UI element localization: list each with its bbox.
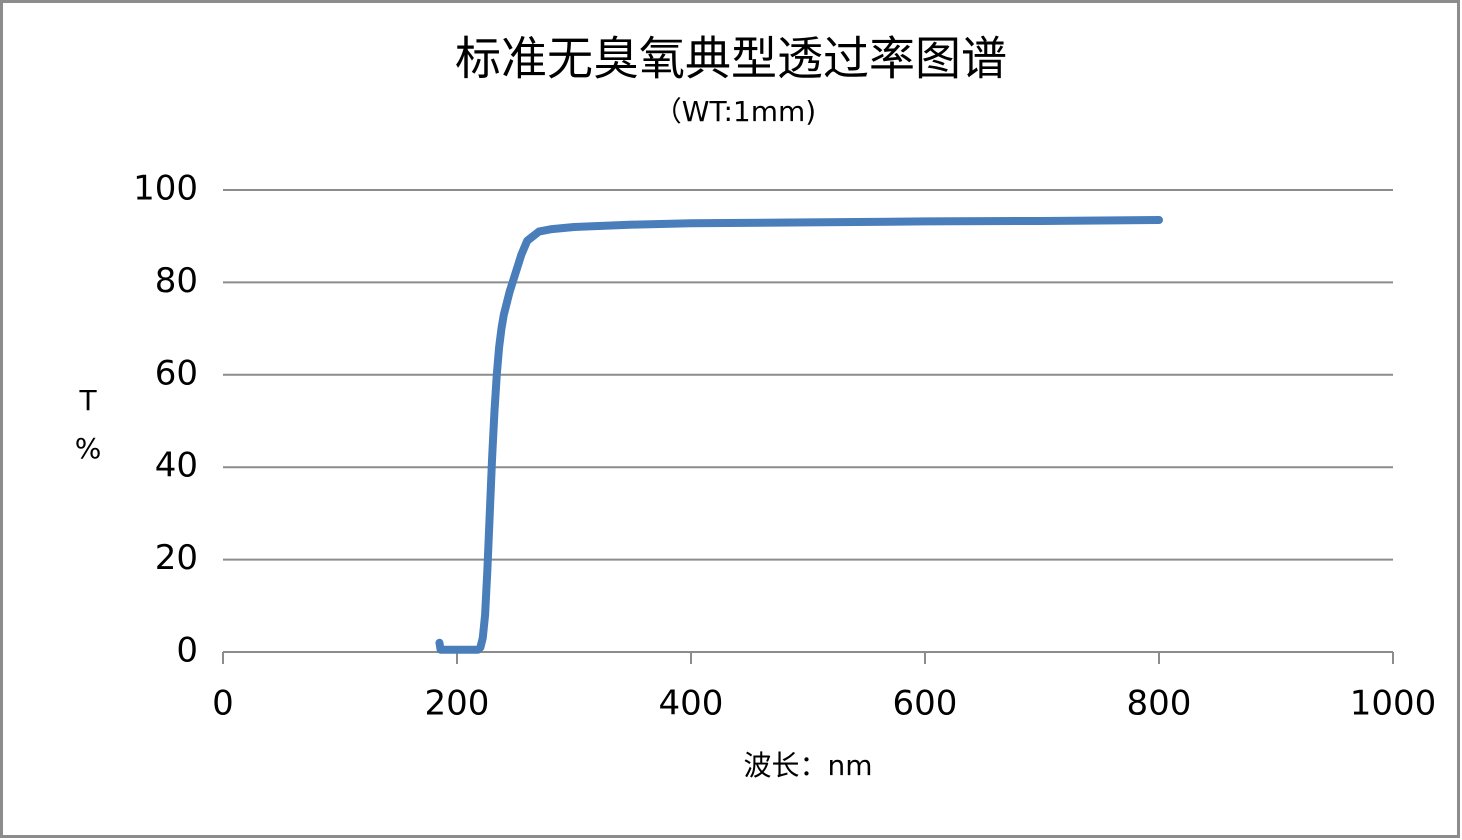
y-tick-label: 0 (176, 631, 198, 671)
x-tick-label: 800 (1127, 684, 1192, 724)
x-tick-label: 1000 (1350, 684, 1437, 724)
y-tick-label: 60 (155, 353, 198, 393)
x-tick-label: 0 (212, 684, 234, 724)
data-line (435, 216, 1163, 654)
chart-title: 标准无臭氧典型透过率图谱 (455, 32, 1007, 86)
x-tick-label: 600 (893, 684, 958, 724)
y-tick-label: 80 (155, 261, 198, 301)
x-axis-label: 波长：nm (743, 749, 872, 782)
y-axis-label: T (78, 384, 97, 417)
x-tick-label: 400 (659, 684, 724, 724)
y-tick-label: 20 (155, 538, 198, 578)
y-tick-label: 40 (155, 446, 198, 486)
y-tick-label: 100 (133, 169, 198, 209)
chart-subtitle: （WT:1mm) (654, 95, 816, 128)
x-tick-label: 200 (425, 684, 490, 724)
y-axis-label: % (75, 432, 102, 465)
